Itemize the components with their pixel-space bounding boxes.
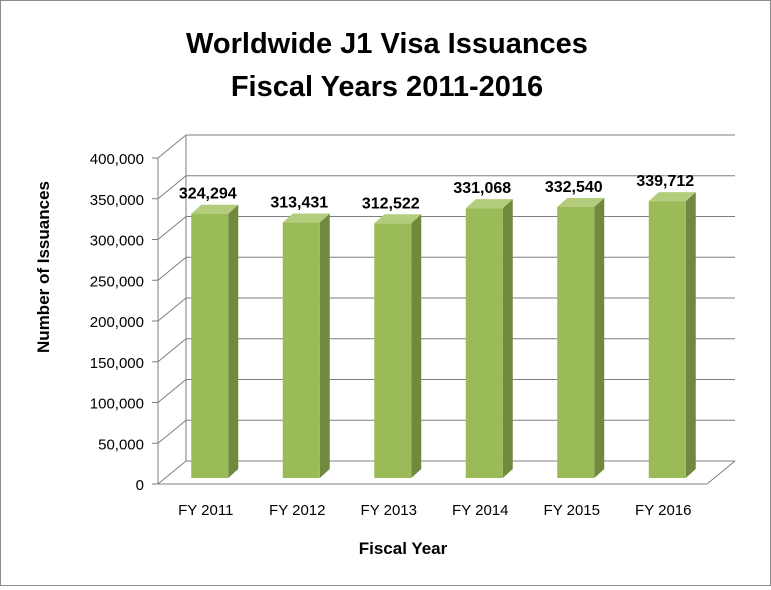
bar — [374, 223, 412, 478]
gridline-diagonal — [157, 419, 187, 444]
bar-side — [594, 197, 605, 478]
chart-title-line-1: Worldwide J1 Visa Issuances — [186, 28, 588, 60]
y-axis-title: Number of Issuances — [34, 181, 53, 353]
plot-area: 0 50,000 100,000 150,000 200,000 250,000 300,0… — [90, 134, 736, 519]
chart-title-line-2: Fiscal Years 2011-2016 — [231, 71, 543, 103]
y-tick-label: 350,000 — [90, 192, 144, 209]
bar — [557, 206, 595, 478]
data-label: 324,294 — [179, 186, 237, 203]
bar-top — [191, 204, 239, 214]
bar-side — [228, 204, 239, 479]
y-tick-label: 0 — [136, 477, 144, 494]
bar-side — [502, 199, 513, 479]
bar — [191, 213, 229, 479]
y-tick-label: 250,000 — [90, 273, 144, 290]
gridline-diagonal — [157, 134, 187, 159]
x-tick-label: FY 2016 — [635, 502, 691, 519]
y-tick-label: 200,000 — [90, 314, 144, 331]
floor-left-edge — [157, 460, 187, 485]
bar — [648, 201, 686, 479]
y-tick-label: 400,000 — [90, 151, 144, 168]
gridline-diagonal — [157, 338, 187, 363]
x-tick-label: FY 2011 — [178, 502, 233, 519]
gridline-diagonal — [157, 379, 187, 403]
bar-side — [319, 213, 330, 478]
y-tick-label: 300,000 — [90, 233, 144, 250]
bar — [282, 222, 320, 478]
x-tick-label: FY 2012 — [269, 502, 325, 519]
x-tick-label: FY 2014 — [452, 502, 508, 519]
data-label: 339,712 — [636, 173, 694, 190]
bar-top — [557, 197, 605, 207]
x-tick-label: FY 2013 — [361, 502, 417, 519]
gridline-diagonal — [157, 256, 187, 281]
bar — [465, 208, 503, 479]
data-label: 313,431 — [270, 195, 328, 212]
data-label: 331,068 — [453, 180, 511, 197]
gridline-diagonal — [157, 216, 187, 240]
y-tick-label: 150,000 — [90, 355, 144, 372]
x-axis-title: Fiscal Year — [359, 539, 448, 558]
bar-top — [282, 213, 330, 223]
bar-top — [465, 199, 513, 209]
data-label: 332,540 — [545, 179, 603, 196]
gridline-diagonal — [157, 297, 187, 322]
bar-top — [374, 214, 422, 224]
x-tick-label: FY 2015 — [544, 502, 600, 519]
data-label: 312,522 — [362, 195, 420, 212]
bar-side — [411, 214, 422, 479]
bar-top — [648, 192, 696, 202]
bar-side — [685, 192, 696, 479]
gridline-diagonal — [157, 175, 187, 200]
y-tick-label: 100,000 — [90, 396, 144, 413]
floor-right-edge — [706, 460, 736, 485]
y-tick-label: 50,000 — [98, 436, 144, 453]
